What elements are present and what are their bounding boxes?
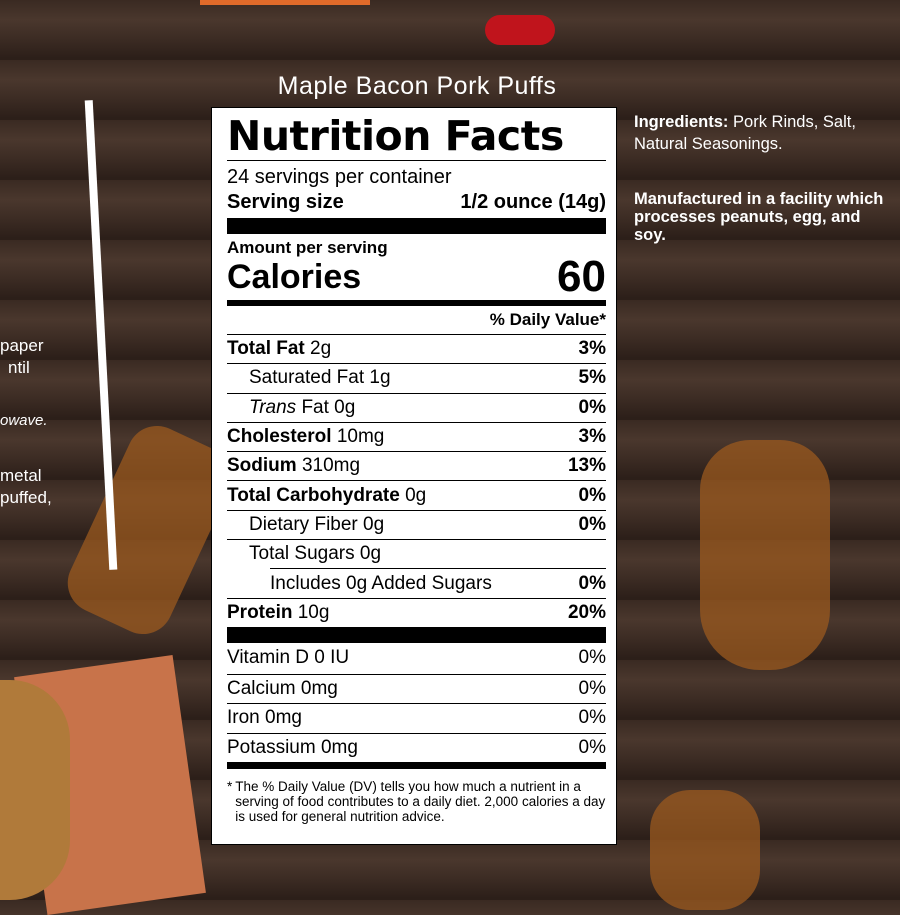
nutrient-amount: 1g (369, 367, 391, 389)
calories-value: 60 (557, 252, 606, 301)
nutrient-name: Total Sugars (249, 543, 355, 565)
nutrient-row: Includes 0g Added Sugars 0% (270, 568, 606, 597)
vitamin-dv: 0% (578, 736, 606, 758)
vitamin-row: Potassium 0mg 0% (227, 732, 606, 762)
left-text: ntil (8, 358, 30, 377)
nutrient-dv: 0% (578, 513, 606, 535)
nutrient-row: Total Carbohydrate 0g 0% (227, 480, 606, 509)
nutrient-row: Cholesterol 10mg 3% (227, 421, 606, 451)
vitamin-name: Potassium 0mg (227, 736, 358, 758)
maple-syrup-bottle-icon (700, 440, 830, 670)
nutrient-row: Dietary Fiber 0g 0% (227, 509, 606, 539)
left-text: puffed, (0, 488, 52, 507)
nutrient-dv: 20% (567, 601, 606, 623)
vitamin-row: Iron 0mg 0% (227, 703, 606, 732)
vitamin-dv: 0% (578, 707, 606, 729)
nutrient-row: Trans Fat 0g 0% (227, 392, 606, 422)
ingredients-label: Ingredients: (634, 113, 729, 131)
nutrient-row: Total Fat 2g 3% (227, 334, 606, 363)
nutrient-name: Cholesterol (227, 426, 332, 448)
divider (227, 761, 606, 769)
nutrient-amount: 0g (359, 543, 382, 565)
red-shoes-image (485, 15, 555, 45)
nutrient-name: Trans (249, 396, 297, 418)
vitamin-name: Calcium 0mg (227, 678, 338, 700)
amount-per-serving: Amount per serving (227, 238, 388, 257)
divider (227, 626, 606, 643)
nutrient-row: Saturated Fat 1g 5% (227, 363, 606, 392)
nutrient-amount: Fat 0g (301, 396, 356, 418)
nutrient-dv: 0% (578, 396, 606, 418)
allergen-statement: Manufactured in a facility which process… (634, 190, 884, 244)
label-title: Nutrition Facts (227, 112, 606, 161)
nutrient-dv: 3% (578, 426, 606, 448)
nutrient-dv: 5% (578, 367, 606, 389)
nutrient-amount: 10mg (336, 426, 385, 448)
left-text: metal (0, 466, 42, 485)
left-text: owave. (0, 412, 48, 429)
vitamin-row: Vitamin D 0 IU 0% (227, 643, 606, 674)
divider (227, 300, 606, 306)
serving-size-label: Serving size (227, 191, 344, 213)
nutrient-name: Dietary Fiber (249, 513, 358, 535)
serving-size: Serving size 1/2 ounce (14g) (227, 189, 606, 215)
vitamin-name: Iron 0mg (227, 707, 302, 729)
nutrient-row: Protein 10g 20% (227, 597, 606, 627)
nutrient-amount: 310mg (301, 455, 361, 477)
pork-puffs-image (0, 680, 70, 900)
nutrient-dv: 0% (578, 484, 606, 506)
footnote: * The % Daily Value (DV) tells you how m… (227, 769, 606, 824)
nutrient-dv: 13% (567, 455, 606, 477)
nutrient-name: Total Carbohydrate (227, 484, 400, 506)
serving-size-value: 1/2 ounce (14g) (460, 191, 606, 213)
calories-row: Calories 60 (227, 252, 606, 301)
maple-syrup-bottle-icon (650, 790, 760, 910)
ingredients: Ingredients: Pork Rinds, Salt, Natural S… (634, 111, 894, 155)
nutrient-name: Sodium (227, 455, 297, 477)
dv-header: % Daily Value* (489, 310, 606, 329)
vitamin-dv: 0% (578, 678, 606, 700)
left-text: paper (0, 336, 44, 355)
product-name: Maple Bacon Pork Puffs (277, 72, 557, 100)
nutrient-amount: 2g (310, 338, 332, 360)
ingredients-text: Pork Rinds, Salt, Natural Seasonings. (634, 113, 856, 153)
footnote-star: * (227, 778, 233, 794)
orange-top-banner (200, 0, 370, 5)
vitamin-row: Calcium 0mg 0% (227, 673, 606, 703)
nutrition-facts-label: Nutrition Facts 24 servings per containe… (211, 107, 617, 845)
nutrient-name: Saturated Fat (249, 367, 365, 389)
calories-label: Calories (227, 258, 362, 296)
vitamin-dv: 0% (578, 647, 606, 669)
nutrient-row: Sodium 310mg 13% (227, 451, 606, 480)
nutrient-name: Protein (227, 601, 293, 623)
nutrient-amount: 0g (363, 513, 385, 535)
footnote-text: The % Daily Value (DV) tells you how muc… (235, 778, 606, 824)
frame-line (84, 100, 118, 570)
nutrient-name: Includes 0g Added Sugars (270, 572, 492, 594)
nutrient-amount: 0g (405, 484, 427, 506)
nutrient-row: Total Sugars 0g (227, 539, 606, 568)
servings-per-container: 24 servings per container (227, 166, 452, 188)
nutrient-dv: 3% (578, 338, 606, 360)
vitamin-name: Vitamin D 0 IU (227, 647, 350, 669)
divider (227, 218, 606, 234)
nutrient-amount: 10g (297, 601, 330, 623)
nutrient-dv: 0% (578, 572, 606, 594)
nutrient-name: Total Fat (227, 338, 305, 360)
